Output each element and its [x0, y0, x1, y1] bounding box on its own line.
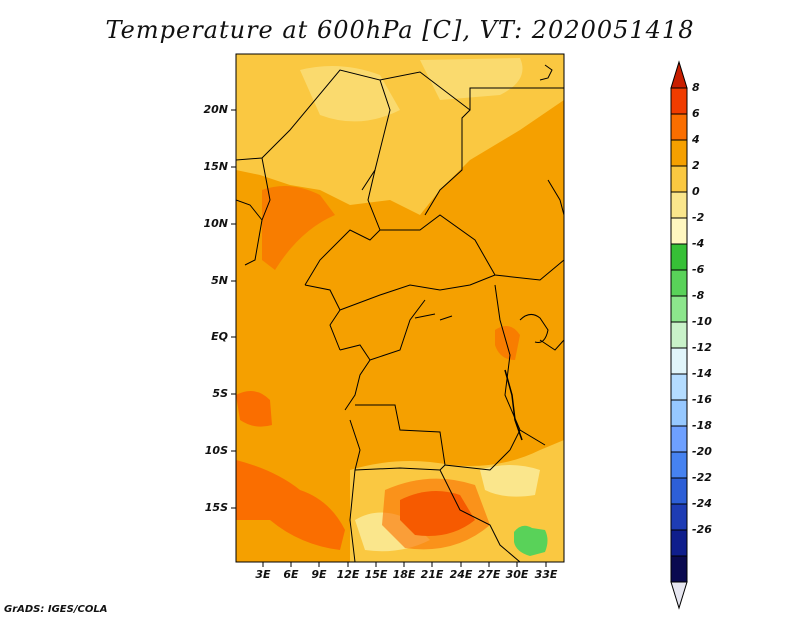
colorbar-label: 8	[692, 81, 700, 94]
colorbar-label: -14	[692, 367, 712, 380]
colorbar-segment	[670, 87, 688, 115]
colorbar-label: -24	[692, 497, 712, 510]
colorbar-segment	[670, 295, 688, 323]
colorbar-label: -2	[692, 211, 705, 224]
colorbar-label: -12	[692, 341, 712, 354]
colorbar-segment	[670, 139, 688, 167]
colorbar-segment	[670, 347, 688, 375]
lon-label: 27E	[477, 568, 501, 581]
colorbar-segment	[670, 425, 688, 453]
colorbar-bottom-triangle	[670, 581, 688, 610]
lat-label: 10N	[203, 217, 228, 230]
colorbar-segment	[670, 165, 688, 193]
colorbar-label: -18	[692, 419, 712, 432]
lon-label: 30E	[505, 568, 529, 581]
chart-title: Temperature at 600hPa [C], VT: 202005141…	[105, 16, 695, 44]
lon-label: 12E	[336, 568, 360, 581]
colorbar-label: -22	[692, 471, 712, 484]
colorbar-segment	[670, 451, 688, 479]
colorbar-segment	[670, 217, 688, 245]
lat-label: 15S	[204, 501, 228, 514]
country-borders	[236, 64, 564, 562]
colorbar-label: -8	[692, 289, 705, 302]
colorbar	[670, 60, 688, 610]
field-warm-west	[262, 186, 335, 270]
lon-label: 9E	[311, 568, 327, 581]
colorbar-label: -6	[692, 263, 705, 276]
lon-label: 33E	[534, 568, 558, 581]
temperature-field	[236, 54, 564, 562]
lon-ticks	[262, 562, 547, 567]
lon-label: 3E	[255, 568, 271, 581]
colorbar-label: -16	[692, 393, 712, 406]
colorbar-label: -20	[692, 445, 712, 458]
lon-label: 21E	[420, 568, 444, 581]
field-warm-southwest	[236, 391, 345, 550]
colorbar-label: 0	[692, 185, 700, 198]
colorbar-segment	[670, 477, 688, 505]
colorbar-segment	[670, 321, 688, 349]
colorbar-top-triangle	[670, 60, 688, 89]
field-warm-east	[495, 326, 520, 360]
lat-label: EQ	[211, 330, 228, 343]
field-warm-core	[382, 478, 490, 550]
colorbar-segment	[670, 113, 688, 141]
lon-label: 15E	[364, 568, 388, 581]
colorbar-segment	[670, 269, 688, 297]
lat-label: 10S	[204, 444, 228, 457]
colorbar-segment	[670, 399, 688, 427]
lat-label: 15N	[203, 160, 228, 173]
colorbar-label: 6	[692, 107, 700, 120]
colorbar-label: -10	[692, 315, 712, 328]
field-green-patch	[514, 525, 548, 556]
lon-label: 18E	[392, 568, 416, 581]
colorbar-label: -26	[692, 523, 712, 536]
colorbar-segment	[670, 555, 688, 583]
colorbar-label: -4	[692, 237, 705, 250]
colorbar-label: 2	[692, 159, 700, 172]
lat-ticks	[231, 109, 236, 509]
colorbar-segment	[670, 243, 688, 271]
colorbar-label: 4	[692, 133, 700, 146]
lat-label: 5N	[211, 274, 228, 287]
lon-label: 6E	[283, 568, 299, 581]
credit-text: GrADS: IGES/COLA	[4, 604, 108, 615]
colorbar-segment	[670, 191, 688, 219]
colorbar-segment	[670, 529, 688, 557]
lon-label: 24E	[449, 568, 473, 581]
map-frame	[235, 53, 565, 563]
lat-label: 5S	[212, 387, 228, 400]
lat-label: 20N	[203, 103, 228, 116]
colorbar-segment	[670, 373, 688, 401]
colorbar-segment	[670, 503, 688, 531]
